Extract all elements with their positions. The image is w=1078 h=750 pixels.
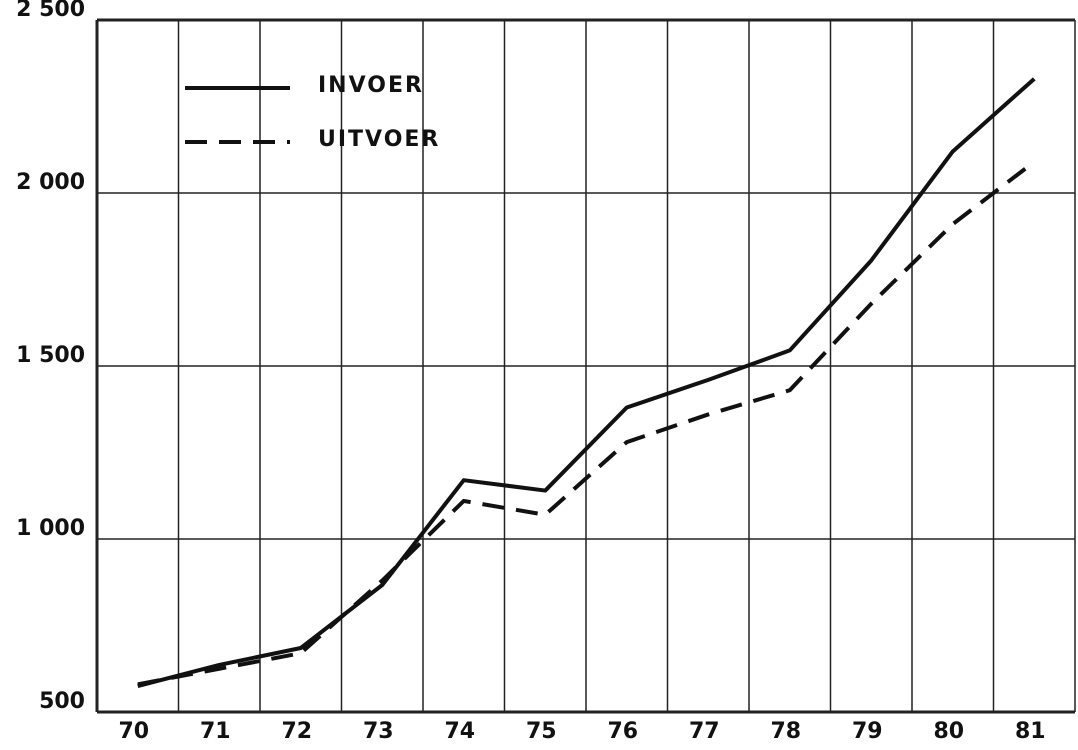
x-tick-label: 76 <box>607 719 638 744</box>
x-tick-label: 71 <box>200 719 231 744</box>
y-tick-label: 1 500 <box>16 343 85 368</box>
x-tick-label: 79 <box>852 719 883 744</box>
y-tick-label: 2 000 <box>16 170 85 195</box>
x-tick-label: 70 <box>118 719 149 744</box>
y-tick-label: 1 000 <box>16 516 85 541</box>
x-tick-label: 72 <box>281 719 312 744</box>
y-tick-label: 2 500 <box>16 0 85 22</box>
x-tick-label: 81 <box>1015 719 1046 744</box>
series-line <box>137 77 1036 688</box>
legend-label: INVOER <box>318 73 424 98</box>
x-tick-label: 77 <box>689 719 720 744</box>
series-line <box>137 160 1036 687</box>
x-tick-label: 73 <box>363 719 394 744</box>
x-tick-label: 74 <box>444 719 475 744</box>
y-tick-label: 500 <box>39 689 85 714</box>
x-tick-label: 80 <box>933 719 964 744</box>
legend-label: UITVOER <box>318 127 440 152</box>
x-tick-label: 78 <box>770 719 801 744</box>
x-tick-label: 75 <box>526 719 557 744</box>
